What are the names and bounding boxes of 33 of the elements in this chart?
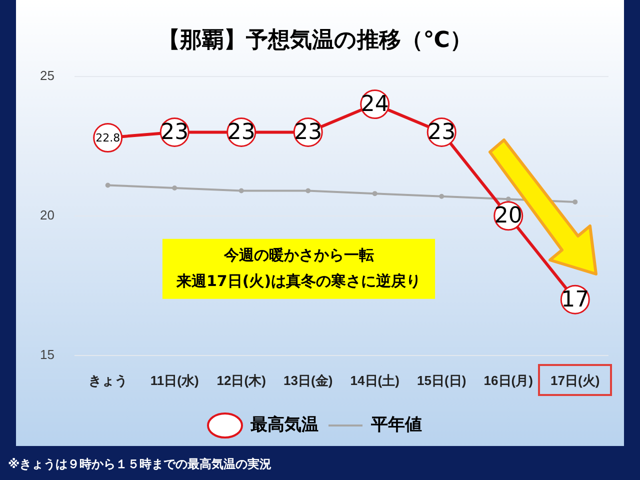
point [306,188,311,194]
data-label: 23 [160,120,189,145]
data-label: 22.8 [96,132,120,145]
data-label: 23 [227,120,256,145]
x-tick-label: 12日(木) [216,372,266,388]
x-tick-label: 11日(水) [150,372,199,388]
x-tick-label: 14日(土) [350,372,400,388]
x-tick-label: 17日(火) [550,372,600,388]
x-tick-label: きょう [88,372,128,388]
legend-label: 最高気温 [250,415,318,434]
annotation: 今週の暖かさから一転 [222,246,374,264]
annotation: 来週17日(火)は真冬の寒さに逆戻り [175,272,422,290]
x-tick-label: 16日(月) [484,372,533,388]
x-tick-label: 13日(金) [284,372,333,388]
y-tick-label: 20 [40,207,54,222]
y-tick-label: 15 [40,346,54,362]
point [506,196,511,202]
chart-title: 【那覇】予想気温の推移（℃） [158,28,472,53]
data-label: 23 [294,120,322,145]
text: ※きょうは９時から１５時までの最高気温の実況 [8,456,272,473]
point [172,186,178,190]
point [105,182,110,188]
data-label: 17 [561,287,590,312]
legend-label: 平年値 [370,415,422,434]
data-label: 23 [428,120,456,145]
y-tick-label: 25 [40,68,54,83]
point [572,199,578,204]
data-label: 20 [494,204,522,229]
x-tick-label: 15日(日) [417,372,466,388]
point [372,191,378,196]
data-label: 24 [360,92,389,118]
point [439,194,444,199]
point [238,188,244,194]
